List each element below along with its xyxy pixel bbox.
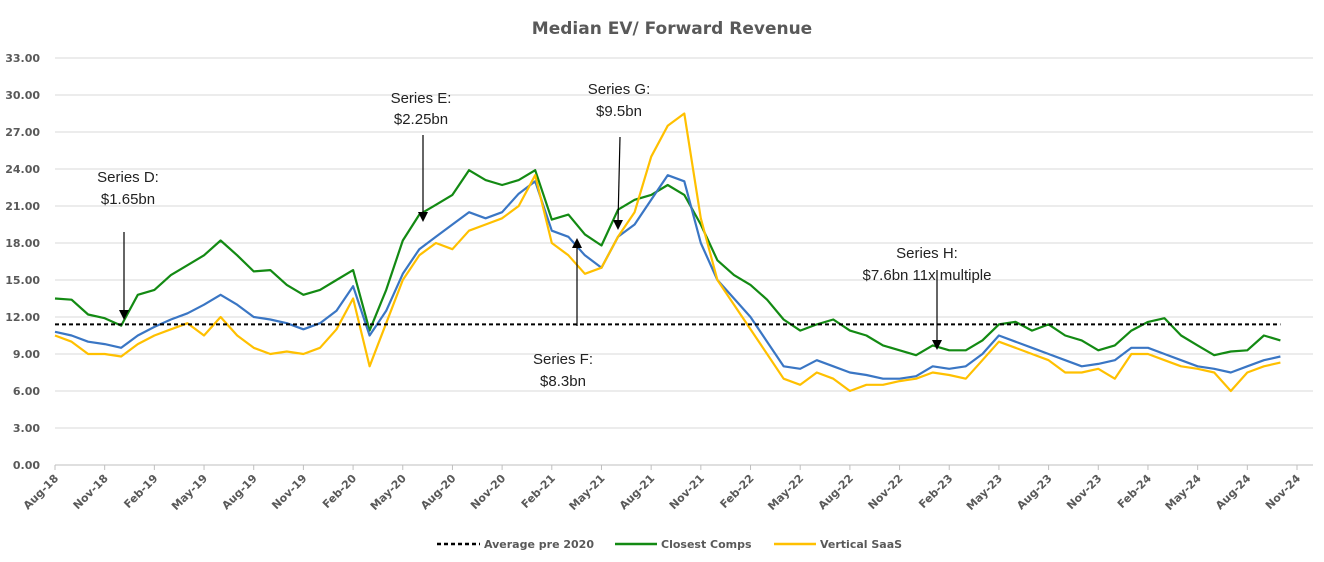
x-tick-label: Feb-22: [718, 472, 757, 511]
y-tick-label: 33.00: [5, 52, 40, 65]
legend: Average pre 2020 Closest Comps Vertical …: [437, 538, 902, 551]
y-axis-ticks: 0.00 3.00 6.00 9.00 12.00 15.00 18.00 21.00 24.0…: [5, 52, 40, 472]
x-tick-label: Nov-20: [468, 472, 508, 512]
x-tick-label: Aug-22: [816, 472, 856, 512]
x-tick-label: May-23: [964, 472, 1005, 513]
annotation-line2: $2.25bn: [394, 111, 448, 128]
x-tick-label: May-21: [567, 472, 608, 513]
annotation-series-e: Series E: $2.25bn: [391, 90, 452, 222]
arrowhead-icon: [572, 238, 582, 248]
annotation-line2: $9.5bn: [596, 103, 642, 120]
arrowhead-icon: [119, 310, 129, 320]
y-tick-label: 27.00: [5, 126, 40, 139]
y-tick-label: 15.00: [5, 274, 40, 287]
y-tick-label: 6.00: [13, 385, 40, 398]
series-closest-comps: [54, 169, 1281, 357]
x-tick-label: Aug-18: [21, 472, 61, 512]
annotation-line2: $1.65bn: [101, 191, 155, 208]
x-tick-label: Feb-24: [1115, 472, 1154, 511]
series-lines: [54, 112, 1281, 393]
x-tick-label: Nov-22: [866, 472, 906, 512]
legend-label-closest-comps: Closest Comps: [661, 538, 752, 551]
series-blue: [54, 174, 1281, 380]
arrowhead-icon: [418, 212, 428, 222]
x-tick-label: Nov-24: [1263, 472, 1303, 512]
x-tick-label: Feb-20: [320, 472, 359, 511]
x-tick-label: Aug-21: [617, 472, 657, 512]
x-tick-label: Feb-21: [519, 472, 558, 511]
x-tick-label: Nov-21: [667, 472, 707, 512]
x-tick-label: Feb-23: [916, 472, 955, 511]
chart-title: Median EV/ Forward Revenue: [532, 19, 812, 39]
y-tick-label: 21.00: [5, 200, 40, 213]
x-tick-label: Nov-18: [71, 472, 111, 512]
x-tick-label: Feb-19: [121, 472, 160, 511]
x-tick-label: Nov-19: [269, 472, 309, 512]
x-tick-label: Aug-24: [1213, 472, 1254, 513]
x-tick-label: May-22: [765, 472, 806, 513]
annotation-series-h: Series H:: [863, 245, 992, 350]
gridlines: [55, 57, 1313, 466]
y-tick-label: 24.00: [5, 163, 40, 176]
y-tick-label: 3.00: [13, 422, 40, 435]
y-tick-label: 18.00: [5, 237, 40, 250]
annotation-line2: $8.3bn: [540, 373, 586, 390]
annotation-line1: Series D:: [97, 169, 159, 186]
x-tick-label: Aug-23: [1014, 472, 1054, 512]
series-vertical-saas: [54, 112, 1281, 393]
y-tick-label: 9.00: [13, 348, 40, 361]
x-axis-ticks: Aug-18 Nov-18 Feb-19 May-19 Aug-19 Nov-19 Feb-…: [21, 465, 1303, 513]
legend-label-vertical-saas: Vertical SaaS: [820, 538, 902, 551]
x-tick-label: Nov-23: [1064, 472, 1104, 512]
x-tick-label: May-19: [169, 472, 210, 513]
annotation-series-g: Series G: $9.5bn: [588, 81, 651, 230]
annotation-line1: Series E:: [391, 90, 452, 107]
annotation-line1: Series H:: [896, 245, 958, 262]
annotation-series-d: Series D: $1.65bn: [97, 169, 159, 320]
x-tick-label: May-24: [1163, 472, 1204, 513]
arrowhead-icon: [932, 340, 942, 350]
annotation-series-f: Series F: $8.3bn: [533, 238, 593, 390]
arrowhead-icon: [613, 220, 623, 230]
annotation-line1: Series G:: [588, 81, 651, 98]
legend-label-average: Average pre 2020: [484, 538, 594, 551]
annotation-line1: Series F:: [533, 351, 593, 368]
y-tick-label: 30.00: [5, 89, 40, 102]
annotation-line2: $7.6bn 11x multiple: [863, 267, 992, 284]
y-tick-label: 0.00: [13, 459, 40, 472]
annotation-arrow: [617, 136, 621, 223]
x-tick-label: Aug-20: [418, 472, 459, 513]
x-tick-label: Aug-19: [219, 472, 259, 512]
y-tick-label: 12.00: [5, 311, 40, 324]
x-tick-label: May-20: [368, 472, 409, 513]
